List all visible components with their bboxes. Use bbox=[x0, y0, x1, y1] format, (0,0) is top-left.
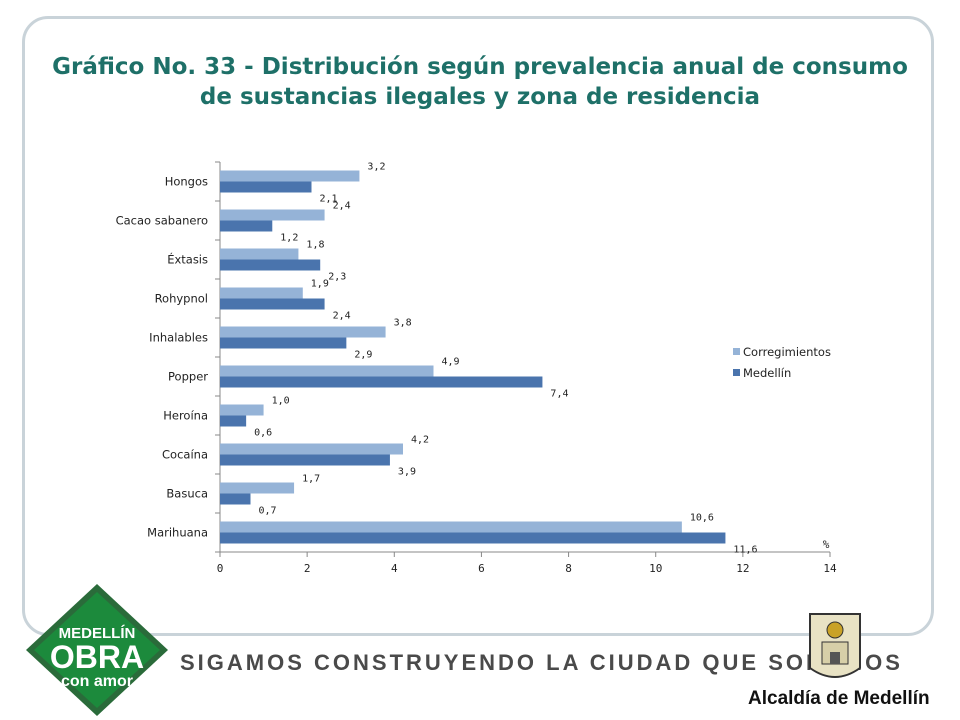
data-label: 2,4 bbox=[333, 201, 351, 212]
data-label: 1,9 bbox=[311, 279, 329, 290]
logo-text-obra: OBRA bbox=[50, 639, 144, 675]
title-line-2: de sustancias ilegales y zona de residen… bbox=[199, 84, 761, 110]
x-tick-label: 0 bbox=[217, 562, 224, 575]
logo-text-medellin: MEDELLÍN bbox=[59, 625, 136, 642]
shield-door bbox=[830, 652, 840, 664]
x-tick-label: 12 bbox=[736, 562, 749, 575]
data-label: 2,4 bbox=[333, 311, 351, 322]
legend-swatch bbox=[733, 348, 740, 355]
category-label: Basuca bbox=[166, 487, 208, 501]
category-label: Inhalables bbox=[149, 331, 208, 345]
bar-medellin bbox=[220, 493, 251, 505]
data-label: 0,6 bbox=[254, 428, 272, 439]
alcaldia-coat-of-arms bbox=[809, 613, 861, 678]
category-label: Marihuana bbox=[147, 526, 208, 540]
bar-corregimientos bbox=[220, 365, 434, 377]
footer-slogan: SIGAMOS CONSTRUYENDO LA CIUDAD QUE SOÑAM… bbox=[180, 650, 903, 675]
x-tick-label: 4 bbox=[391, 562, 398, 575]
x-tick-label: 8 bbox=[565, 562, 572, 575]
bar-corregimientos bbox=[220, 248, 299, 260]
data-label: 11,6 bbox=[733, 545, 757, 556]
shield-crest bbox=[826, 621, 844, 639]
data-label: 1,7 bbox=[302, 474, 320, 485]
bar-corregimientos bbox=[220, 443, 403, 455]
bar-corregimientos bbox=[220, 404, 264, 416]
x-tick-label: 2 bbox=[304, 562, 311, 575]
data-label: 2,9 bbox=[354, 350, 372, 361]
category-label: Cocaína bbox=[162, 448, 208, 462]
bar-medellin bbox=[220, 259, 321, 271]
bar-medellin bbox=[220, 337, 347, 349]
alcaldia-name: Alcaldía de Medellín bbox=[748, 688, 930, 709]
bar-medellin bbox=[220, 454, 390, 466]
category-label: Rohypnol bbox=[155, 292, 208, 306]
legend-label: Corregimientos bbox=[743, 345, 831, 359]
bar-corregimientos bbox=[220, 521, 682, 533]
bar-medellin bbox=[220, 298, 325, 310]
title-line-1: Gráfico No. 33 - Distribución según prev… bbox=[52, 54, 908, 80]
bar-corregimientos bbox=[220, 482, 295, 494]
x-tick-label: 10 bbox=[649, 562, 662, 575]
data-label: 1,0 bbox=[272, 396, 290, 407]
category-label: Éxtasis bbox=[167, 252, 208, 267]
logo-text-con-amor: con amor bbox=[61, 673, 133, 690]
data-label: 4,2 bbox=[411, 435, 429, 446]
bar-corregimientos bbox=[220, 287, 303, 299]
data-label: 2,1 bbox=[320, 194, 338, 205]
data-label: 7,4 bbox=[550, 389, 568, 400]
bar-corregimientos bbox=[220, 326, 386, 338]
category-label: Heroína bbox=[163, 409, 208, 423]
medellin-obra-logo: MEDELLÍN OBRA con amor bbox=[26, 584, 168, 716]
bar-corregimientos bbox=[220, 209, 325, 221]
legend-label: Medellín bbox=[743, 366, 791, 380]
category-label: Hongos bbox=[165, 175, 208, 189]
data-label: 3,2 bbox=[367, 162, 385, 173]
data-label: 1,8 bbox=[306, 240, 324, 251]
x-tick-label: 6 bbox=[478, 562, 485, 575]
logo-diamond-inner bbox=[34, 592, 160, 708]
bar-medellin bbox=[220, 532, 726, 544]
axis-unit-label: % bbox=[823, 538, 830, 551]
category-label: Cacao sabanero bbox=[116, 214, 208, 228]
category-label: Popper bbox=[168, 370, 208, 384]
bar-medellin bbox=[220, 376, 543, 388]
legend-swatch bbox=[733, 369, 740, 376]
data-label: 10,6 bbox=[690, 513, 714, 524]
bar-corregimientos bbox=[220, 170, 360, 182]
data-label: 3,8 bbox=[394, 318, 412, 329]
data-label: 3,9 bbox=[398, 467, 416, 478]
chart-title: Gráfico No. 33 - Distribución según prev… bbox=[40, 52, 920, 112]
data-label: 1,2 bbox=[280, 233, 298, 244]
bar-medellin bbox=[220, 181, 312, 193]
x-tick-label: 14 bbox=[823, 562, 837, 575]
data-label: 2,3 bbox=[328, 272, 346, 283]
bar-medellin bbox=[220, 415, 247, 427]
data-label: 0,7 bbox=[259, 506, 277, 517]
data-label: 4,9 bbox=[442, 357, 460, 368]
bar-medellin bbox=[220, 220, 273, 232]
